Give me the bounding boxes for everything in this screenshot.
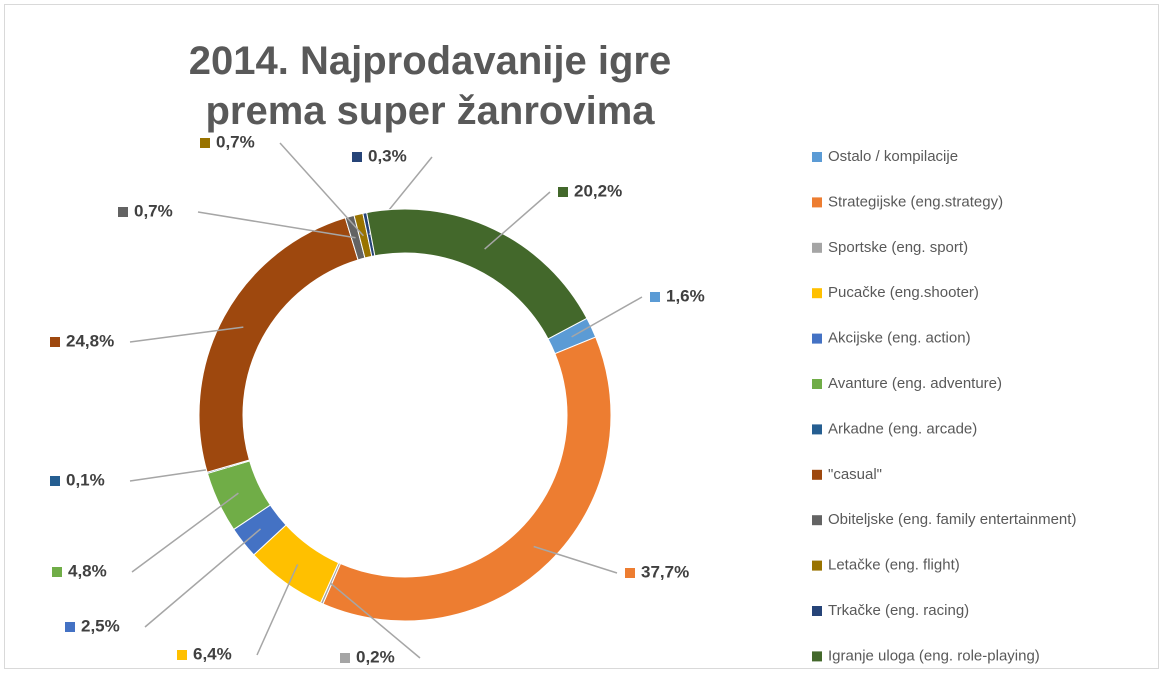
- label-key: [50, 476, 60, 486]
- label-key: [200, 138, 210, 148]
- donut-slice: [198, 217, 359, 473]
- legend-key: [812, 152, 822, 162]
- legend-key: [812, 560, 822, 571]
- legend-key: [812, 651, 822, 662]
- legend-label: Strategijske (eng.strategy): [828, 193, 1003, 210]
- label-key: [340, 653, 350, 663]
- legend-key: [812, 606, 822, 616]
- legend-label: Trkačke (eng. racing): [828, 602, 969, 619]
- legend-label: Akcijske (eng. action): [828, 330, 971, 347]
- data-label: 0,7%: [216, 132, 255, 151]
- legend-label: Pucačke (eng.shooter): [828, 284, 979, 301]
- leader-line: [279, 142, 364, 237]
- legend-key: [812, 197, 822, 208]
- legend-key: [812, 242, 822, 253]
- label-key: [625, 568, 635, 578]
- donut-slice: [322, 336, 612, 622]
- data-label: 0,7%: [134, 201, 173, 220]
- leader-line: [144, 528, 262, 628]
- leader-line: [330, 582, 421, 659]
- leader-line: [129, 326, 244, 343]
- data-label: 37,7%: [641, 562, 689, 581]
- chart-title: 2014. Najprodavanije igre prema super ža…: [188, 39, 672, 133]
- data-label: 24,8%: [66, 331, 114, 350]
- legend-label: Obiteljske (eng. family entertainment): [828, 511, 1076, 528]
- label-key: [52, 567, 62, 577]
- legend-label: Ostalo / kompilacije: [828, 148, 958, 165]
- label-key: [118, 207, 128, 217]
- legend-key: [812, 515, 822, 526]
- chart-frame: [4, 4, 1159, 669]
- legend-key: [812, 469, 822, 480]
- data-label: 0,1%: [66, 470, 105, 489]
- leader-line: [533, 545, 618, 574]
- legend-label: Sportske (eng. sport): [828, 239, 968, 256]
- data-label: 6,4%: [193, 644, 232, 663]
- label-key: [177, 650, 187, 660]
- legend-key: [812, 379, 822, 389]
- legend-key: [812, 424, 822, 435]
- data-label: 0,2%: [356, 647, 395, 666]
- label-key: [65, 622, 75, 632]
- legend-key: [812, 288, 822, 299]
- data-label: 1,6%: [666, 286, 705, 305]
- leader-line: [197, 211, 356, 239]
- label-key: [50, 337, 60, 347]
- label-key: [352, 152, 362, 162]
- leader-line: [131, 492, 239, 573]
- legend-key: [812, 333, 822, 344]
- data-label: 4,8%: [68, 561, 107, 580]
- data-label: 0,3%: [368, 146, 407, 165]
- legend-label: "casual": [828, 466, 882, 483]
- data-label: 2,5%: [81, 616, 120, 635]
- label-key: [650, 292, 660, 302]
- data-label: 20,2%: [574, 181, 622, 200]
- leader-line: [571, 296, 643, 338]
- legend-label: Avanture (eng. adventure): [828, 375, 1002, 392]
- legend-label: Letačke (eng. flight): [828, 557, 960, 574]
- leader-line: [256, 564, 299, 656]
- legend-label: Igranje uloga (eng. role-playing): [828, 647, 1040, 664]
- label-key: [558, 187, 568, 197]
- legend-label: Arkadne (eng. arcade): [828, 420, 977, 437]
- leader-line: [484, 191, 551, 250]
- donut-slice: [366, 208, 588, 340]
